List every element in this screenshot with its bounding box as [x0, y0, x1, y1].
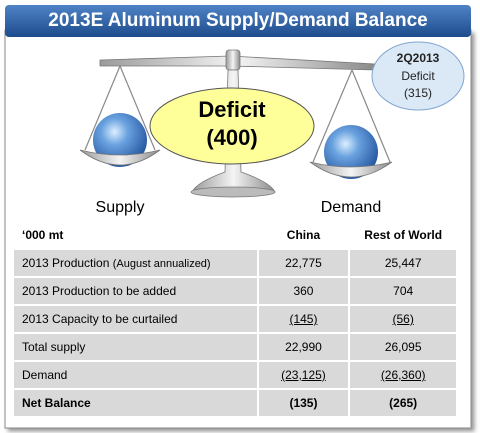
- demand-label: Demand: [321, 199, 381, 216]
- cell: 25,447: [348, 248, 458, 278]
- badge-value: (315): [404, 86, 432, 100]
- badge-period: 2Q2013: [397, 51, 440, 65]
- row-label: 2013 Production (August annualized): [12, 248, 259, 278]
- row: 2013 Production (August annualized) 22,7…: [12, 248, 458, 278]
- cell-text: (23,125): [281, 368, 326, 382]
- cell: (23,125): [256, 360, 351, 390]
- cell: (265): [348, 388, 458, 418]
- row-label: Demand: [12, 360, 259, 390]
- label-text: 2013 Production: [22, 256, 110, 270]
- header-cell: ‘000 mt: [12, 220, 259, 250]
- cell: 704: [348, 276, 458, 306]
- row: Demand (23,125) (26,360): [12, 360, 458, 390]
- row-label: Total supply: [12, 332, 259, 362]
- row-label: 2013 Production to be added: [12, 276, 259, 306]
- badge-label: Deficit: [401, 69, 435, 83]
- header-row: ‘000 mt China Rest of World: [12, 220, 458, 250]
- cell: (26,360): [348, 360, 458, 390]
- cell: (135): [256, 388, 351, 418]
- cell: 22,990: [256, 332, 351, 362]
- supply-label: Supply: [96, 199, 145, 216]
- row: Total supply 22,990 26,095: [12, 332, 458, 362]
- row-label: 2013 Capacity to be curtailed: [12, 304, 259, 334]
- cell-text: (26,360): [380, 368, 426, 382]
- cell: 360: [256, 276, 351, 306]
- deficit-label: Deficit: [198, 97, 266, 122]
- deficit-bubble: [149, 87, 315, 165]
- cell: (145): [256, 304, 351, 334]
- cell-text: (56): [392, 312, 414, 326]
- balance-table: ‘000 mt China Rest of World 2013 Product…: [12, 220, 458, 418]
- header-cell: China: [256, 220, 351, 250]
- cell: 26,095: [348, 332, 458, 362]
- cell-text: (145): [289, 312, 318, 326]
- title-bar: [5, 5, 471, 37]
- title: 2013E Aluminum Supply/Demand Balance: [48, 10, 427, 31]
- label-note: (August annualized): [112, 258, 211, 270]
- deficit-value: (400): [206, 125, 257, 150]
- cell: (56): [348, 304, 458, 334]
- quarter-badge: [371, 41, 465, 111]
- header-cell: Rest of World: [348, 220, 458, 250]
- row: 2013 Production to be added 360 704: [12, 276, 458, 306]
- row: Net Balance (135) (265): [12, 388, 458, 418]
- cell: 22,775: [256, 248, 351, 278]
- row: 2013 Capacity to be curtailed (145) (56): [12, 304, 458, 334]
- row-label: Net Balance: [12, 388, 259, 418]
